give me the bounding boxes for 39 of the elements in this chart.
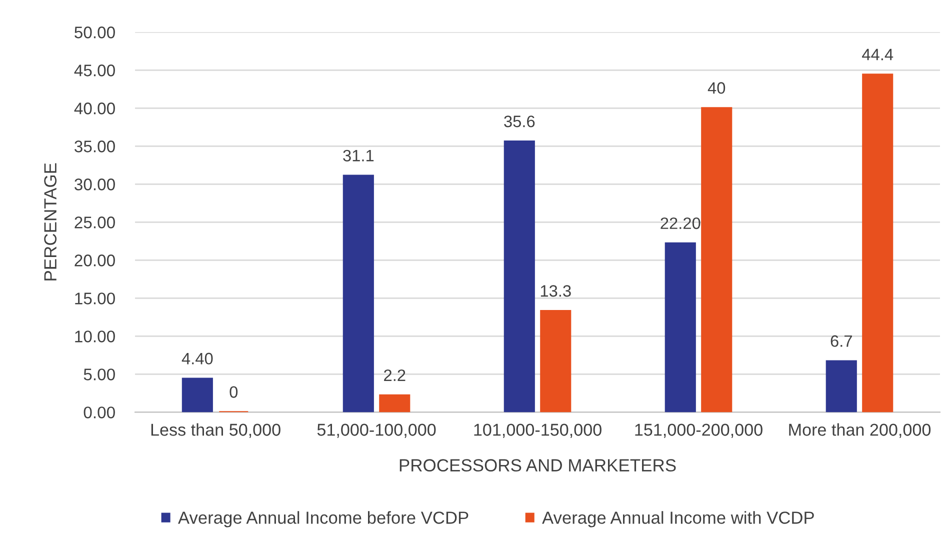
data-label: 6.7 (830, 335, 852, 347)
bar (664, 242, 696, 412)
legend-label: Average Annual Income before VCDP (178, 511, 468, 528)
y-tick-label: 20.00 (74, 254, 115, 266)
data-label: 40 (708, 82, 726, 94)
legend-label: Average Annual Income with VCDP (542, 511, 814, 528)
data-label: 2.2 (384, 370, 406, 381)
y-tick-label: 10.00 (75, 330, 115, 342)
x-tick-label: More than 200,000 (789, 423, 931, 438)
x-tick-label: 151,000-200,000 (635, 424, 762, 438)
x-tick-label: 51,000-100,000 (317, 424, 436, 438)
x-tick-label: 101,000-150,000 (474, 424, 602, 438)
bar (540, 310, 572, 412)
bar (342, 174, 374, 412)
y-tick-label: 15.00 (75, 292, 115, 304)
y-axis-title: PERCENTAGE (44, 163, 57, 280)
data-label: 44.4 (862, 48, 894, 60)
data-label: 22.20 (660, 217, 700, 230)
bar (701, 107, 732, 412)
y-tick-label: 30.00 (74, 178, 115, 190)
bar (504, 140, 535, 412)
y-tick-label: 40.00 (74, 102, 115, 114)
data-label: 4.40 (182, 352, 213, 364)
data-label: 0 (230, 386, 238, 398)
x-tick-label: Less than 50,000 (151, 423, 280, 438)
data-label: 31.1 (343, 150, 374, 162)
y-tick-label: 45.00 (74, 64, 115, 76)
bar (182, 378, 213, 412)
data-label: 35.6 (504, 116, 535, 128)
y-tick-label: 0.00 (84, 406, 115, 418)
y-tick-label: 35.00 (74, 140, 115, 152)
bar (379, 394, 410, 412)
y-tick-label: 5.00 (84, 368, 115, 380)
bar (826, 360, 857, 412)
x-axis-title: PROCESSORS AND MARKETERS (400, 459, 676, 472)
y-tick-label: 25.00 (74, 216, 115, 228)
y-tick-label: 50.00 (74, 26, 115, 38)
bar (862, 74, 894, 412)
data-label: 13.3 (540, 285, 571, 297)
